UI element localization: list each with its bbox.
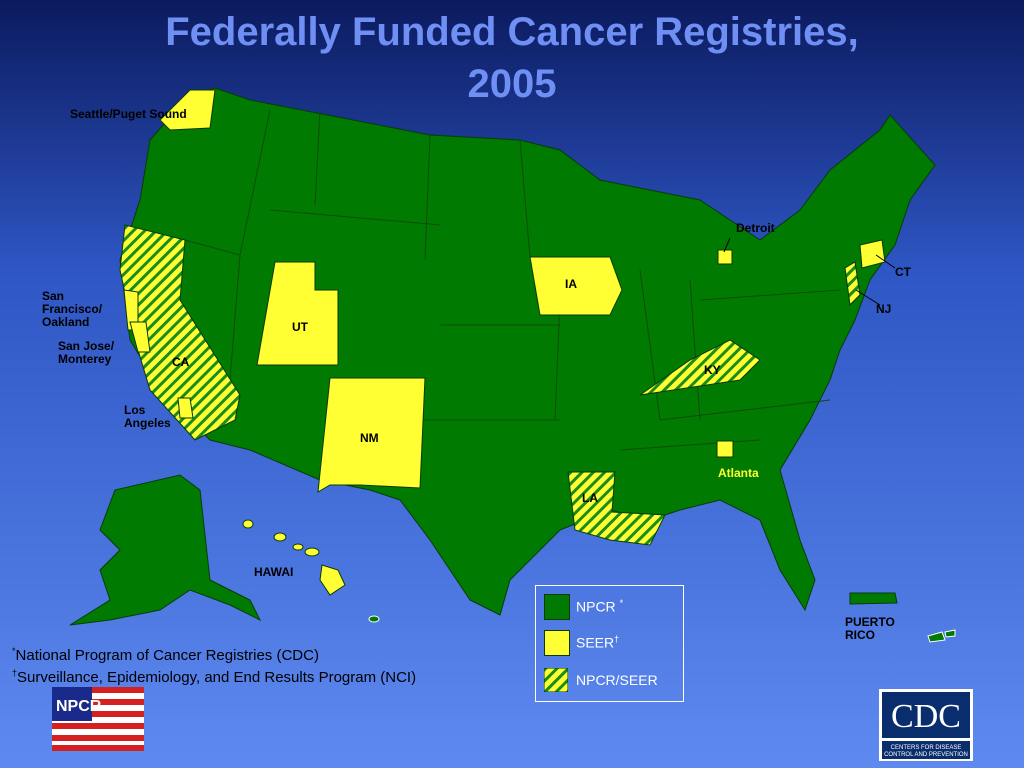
swatch <box>544 594 570 620</box>
us-mainland <box>119 87 936 616</box>
swatch <box>544 630 570 656</box>
la-area <box>177 397 194 419</box>
kentucky <box>639 339 761 396</box>
map-label: San Francisco/ Oakland <box>42 289 103 329</box>
iowa <box>529 256 623 316</box>
sj-area <box>129 321 151 353</box>
new-jersey <box>844 261 861 307</box>
map-label: NJ <box>876 302 892 316</box>
map-label: CT <box>895 265 911 279</box>
title: 2005 <box>467 62 557 106</box>
npcr-logo: NPCR <box>52 687 144 751</box>
map-label: LA <box>582 491 598 505</box>
legend-mark: † <box>614 634 620 644</box>
state-borders <box>184 109 841 451</box>
cdc-logo: CDC CENTERS FOR DISEASE CONTROL AND PREV… <box>879 689 973 761</box>
map-label: San Jose/ Monterey <box>58 339 115 366</box>
legend-label: NPCR/SEER <box>576 672 658 688</box>
logo-text: CONTROL AND PREVENTION <box>884 752 968 758</box>
logo-text: CENTERS FOR DISEASE <box>891 745 962 751</box>
map-label: IA <box>565 277 577 291</box>
island <box>368 615 380 623</box>
footnote-text: National Program of Cancer Registries (C… <box>15 647 319 664</box>
footnote-mark: † <box>12 668 18 678</box>
footnote-mark: * <box>12 646 16 656</box>
logo-text: CDC <box>891 698 961 735</box>
puerto-rico <box>849 592 898 605</box>
legend-label: NPCR <box>576 598 616 615</box>
footnote: †Surveillance, Epidemiology, and End Res… <box>12 668 416 686</box>
map-label: CA <box>172 355 190 369</box>
pointer-lines <box>723 237 896 306</box>
logo-text: NPCR <box>56 698 102 715</box>
utah <box>256 261 339 366</box>
footnote-text: Surveillance, Epidemiology, and End Resu… <box>17 669 417 686</box>
washington <box>159 89 216 131</box>
louisiana <box>567 471 666 546</box>
alaska <box>69 474 262 626</box>
atlanta-area <box>716 440 734 458</box>
map-label: NM <box>360 431 379 445</box>
map-label: Detroit <box>736 221 775 235</box>
islands <box>927 629 956 643</box>
map-label: HAWAI <box>254 565 294 579</box>
legend-label: SEER <box>576 634 615 651</box>
connecticut <box>859 239 886 269</box>
title: Federally Funded Cancer Registries, <box>165 10 859 54</box>
detroit-area <box>717 249 733 265</box>
hawaii <box>242 519 346 596</box>
legend-mark: * <box>619 598 624 608</box>
swatch <box>544 668 568 692</box>
map-label: Los Angeles <box>124 403 171 430</box>
new-mexico <box>317 377 426 493</box>
map-label: PUERTO RICO <box>845 615 895 642</box>
footnote: *National Program of Cancer Registries (… <box>12 646 319 664</box>
legend: NPCR * SEER† NPCR/SEER <box>535 585 684 702</box>
map-label: KY <box>704 363 721 377</box>
map-label: UT <box>292 320 308 334</box>
map-label: Seattle/Puget Sound <box>70 107 187 121</box>
map-label: Atlanta <box>718 466 759 480</box>
